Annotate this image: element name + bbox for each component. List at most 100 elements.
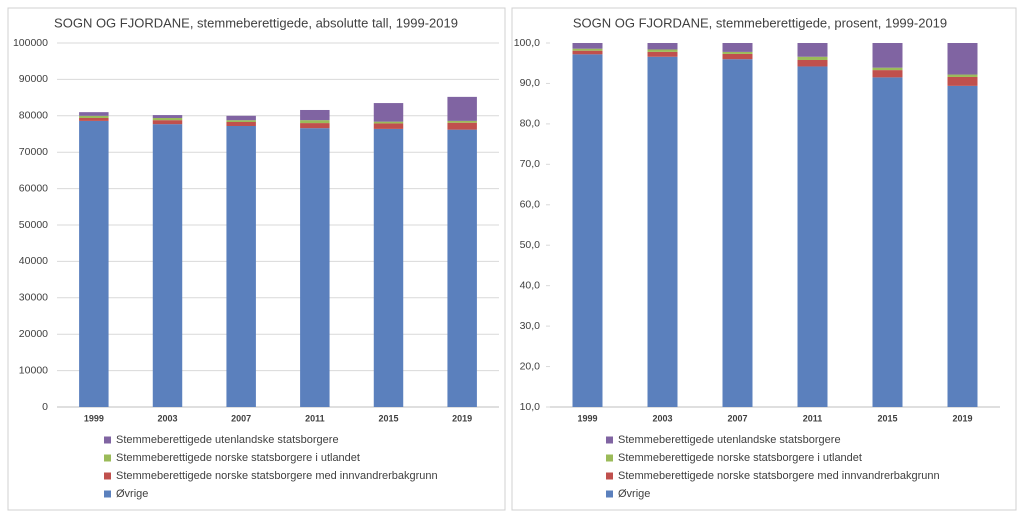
- y-tick-label: 40,0: [520, 279, 541, 291]
- bar-segment: [647, 56, 678, 408]
- y-tick-label: 40000: [19, 255, 48, 267]
- bar-segment: [300, 123, 330, 129]
- bar-segment: [226, 120, 256, 122]
- x-tick-label: 2007: [727, 413, 747, 423]
- x-tick-label: 1999: [577, 413, 597, 423]
- y-tick-label: 10000: [19, 364, 48, 376]
- bar-segment: [300, 120, 330, 124]
- bar-segment: [872, 67, 903, 71]
- legend-swatch: [104, 436, 111, 444]
- y-tick-label: 70000: [19, 146, 48, 158]
- legend-swatch: [606, 490, 613, 498]
- y-tick-label: 60,0: [520, 199, 541, 211]
- bar-segment: [572, 54, 603, 408]
- bar-segment: [647, 49, 678, 52]
- bar-segment: [647, 51, 678, 57]
- legend-label: Stemmeberettigede norske statsborgere me…: [618, 470, 940, 482]
- bar-segment: [226, 121, 256, 126]
- bar-segment: [572, 48, 603, 51]
- y-tick-label: 80000: [19, 110, 48, 122]
- legend-swatch: [606, 472, 613, 480]
- bar-segment: [797, 59, 828, 67]
- bar-segment: [722, 53, 753, 60]
- legend-swatch: [606, 454, 613, 462]
- x-tick-label: 2019: [952, 413, 972, 423]
- bar-segment: [79, 115, 109, 118]
- legend-label: Stemmeberettigede norske statsborgere me…: [116, 470, 438, 482]
- bar-segment: [947, 76, 978, 86]
- y-tick-label: 90,0: [520, 77, 541, 89]
- x-tick-label: 2011: [305, 413, 325, 423]
- bar-segment: [447, 129, 477, 407]
- bar-segment: [226, 115, 256, 121]
- bar-segment: [722, 59, 753, 408]
- bar-segment: [373, 121, 404, 124]
- bar-segment: [373, 103, 404, 122]
- legend-swatch: [104, 490, 111, 498]
- bar-segment: [872, 43, 903, 68]
- bar-segment: [79, 120, 109, 408]
- x-tick-label: 2003: [157, 413, 177, 423]
- x-tick-label: 1999: [84, 413, 104, 423]
- bar-segment: [447, 122, 477, 130]
- bar-segment: [373, 123, 404, 129]
- bar-segment: [300, 109, 330, 121]
- legend-swatch: [606, 436, 613, 444]
- y-tick-label: 80,0: [520, 118, 541, 130]
- y-tick-label: 0: [42, 401, 48, 413]
- x-tick-label: 2019: [452, 413, 472, 423]
- legend-label: Stemmeberettigede utenlandske statsborge…: [618, 434, 841, 446]
- legend-label: Øvrige: [116, 488, 148, 500]
- x-tick-label: 2015: [378, 413, 398, 423]
- bar-segment: [872, 77, 903, 407]
- legend-label: Stemmeberettigede norske statsborgere i …: [618, 452, 862, 464]
- bar-segment: [872, 70, 903, 78]
- bar-segment: [797, 56, 828, 60]
- bar-segment: [947, 85, 978, 408]
- bar-segment: [152, 117, 183, 121]
- x-tick-label: 2015: [877, 413, 897, 423]
- x-tick-label: 2011: [803, 413, 823, 423]
- y-tick-label: 70,0: [520, 158, 541, 170]
- bar-segment: [722, 51, 753, 54]
- y-tick-label: 60000: [19, 182, 48, 194]
- legend-label: Stemmeberettigede norske statsborgere i …: [116, 452, 360, 464]
- bar-segment: [152, 120, 183, 125]
- legend-label: Stemmeberettigede utenlandske statsborge…: [116, 434, 339, 446]
- bar-segment: [572, 50, 603, 55]
- legend-swatch: [104, 454, 111, 462]
- y-tick-label: 100,0: [514, 37, 540, 49]
- y-tick-label: 30,0: [520, 320, 541, 332]
- chart-title: SOGN OG FJORDANE, stemmeberettigede, abs…: [54, 15, 458, 30]
- legend-swatch: [104, 472, 111, 480]
- bar-segment: [373, 128, 404, 408]
- bar-segment: [947, 74, 978, 77]
- bar-segment: [947, 43, 978, 75]
- legend-label: Øvrige: [618, 488, 650, 500]
- bar-segment: [79, 117, 109, 121]
- bar-segment: [226, 125, 256, 407]
- bar-segment: [797, 66, 828, 408]
- bar-segment: [152, 124, 183, 407]
- bar-segment: [572, 43, 603, 49]
- bar-segment: [300, 128, 330, 407]
- bar-segment: [647, 43, 678, 50]
- y-tick-label: 20,0: [520, 360, 541, 372]
- bar-segment: [722, 43, 753, 52]
- y-tick-label: 100000: [13, 37, 48, 49]
- y-tick-label: 20000: [19, 328, 48, 340]
- y-tick-label: 50,0: [520, 239, 541, 251]
- y-tick-label: 30000: [19, 292, 48, 304]
- bar-segment: [152, 115, 183, 118]
- bar-segment: [447, 96, 477, 121]
- y-tick-label: 90000: [19, 73, 48, 85]
- x-tick-label: 2003: [652, 413, 672, 423]
- x-tick-label: 2007: [231, 413, 251, 423]
- bar-segment: [79, 112, 109, 116]
- y-tick-label: 10,0: [520, 401, 541, 413]
- bar-segment: [447, 120, 477, 123]
- chart-title: SOGN OG FJORDANE, stemmeberettigede, pro…: [573, 15, 947, 30]
- y-tick-label: 50000: [19, 219, 48, 231]
- bar-segment: [797, 43, 828, 57]
